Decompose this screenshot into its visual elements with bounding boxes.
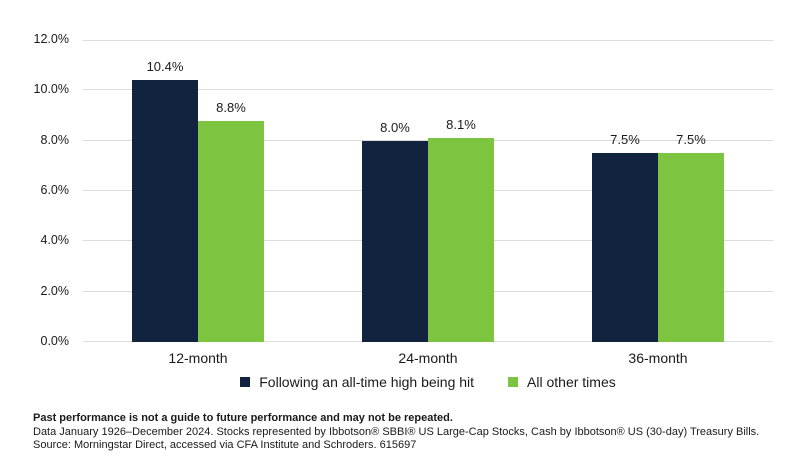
legend-item: All other times: [508, 374, 616, 390]
bar-24-month-series-2: [428, 138, 494, 342]
gridline: [83, 40, 773, 41]
bar-value-label: 7.5%: [610, 132, 640, 147]
y-tick-label: 12.0%: [33, 32, 69, 46]
bar-24-month-series-1: [362, 141, 428, 342]
bar-12-month-series-2: [198, 121, 264, 342]
plot-area: 10.4% 8.8% 8.0% 8.1% 7.5% 7.5%: [83, 40, 773, 342]
x-category-label: 12-month: [168, 350, 228, 366]
y-tick-label: 10.0%: [33, 82, 69, 96]
bar-value-label: 10.4%: [146, 59, 184, 74]
legend-swatch-icon: [240, 377, 251, 387]
y-tick-label: 6.0%: [40, 183, 70, 197]
bar-36-month-series-2: [658, 153, 724, 342]
legend-label: Following an all-time high being hit: [259, 374, 475, 390]
footnote: Past performance is not a guide to futur…: [33, 412, 795, 453]
bar-12-month-series-1: [132, 80, 198, 342]
footnote-data-description: Data January 1926–December 2024. Stocks …: [33, 425, 760, 438]
footnote-source: Source: Morningstar Direct, accessed via…: [33, 439, 417, 451]
legend-swatch-icon: [508, 377, 519, 387]
bar-36-month-series-1: [592, 153, 658, 342]
y-tick-label: 0.0%: [40, 334, 70, 348]
footnote-disclaimer: Past performance is not a guide to futur…: [33, 412, 453, 424]
gridline: [83, 89, 773, 90]
legend-label: All other times: [527, 374, 616, 390]
x-axis-labels: 12-month 24-month 36-month: [83, 350, 773, 366]
x-category-label: 36-month: [628, 350, 688, 366]
y-tick-label: 2.0%: [40, 284, 70, 298]
legend-item: Following an all-time high being hit: [240, 374, 474, 390]
x-category-label: 24-month: [398, 350, 458, 366]
bar-value-label: 8.0%: [380, 120, 410, 135]
bar-value-label: 8.8%: [216, 100, 246, 115]
bar-value-label: 8.1%: [446, 117, 476, 132]
y-tick-label: 4.0%: [40, 233, 70, 247]
bar-value-label: 7.5%: [676, 132, 706, 147]
legend: Following an all-time high being hit All …: [83, 374, 773, 390]
y-tick-label: 8.0%: [40, 133, 70, 147]
